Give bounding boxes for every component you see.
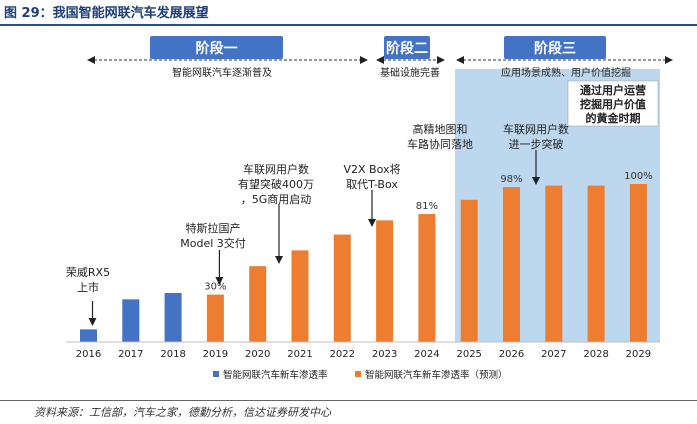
annotation-2024: 高精地图和 <box>413 122 468 136</box>
bar-forecast-2022 <box>333 234 351 342</box>
stage-desc-2: 基础设施完善 <box>380 66 440 79</box>
annotation-2026: 进一步突破 <box>509 137 564 151</box>
legend-label-1: 智能网联汽车新车渗透率 <box>223 369 328 381</box>
x-tick-2017: 2017 <box>118 349 143 360</box>
legend-label-2: 智能网联汽车新车渗透率（预测） <box>365 369 508 381</box>
stage-box-3 <box>504 36 606 59</box>
x-tick-2025: 2025 <box>456 349 481 360</box>
annotation-2016: 荣威RX5 <box>66 266 110 279</box>
stage-box-1 <box>150 36 283 59</box>
x-tick-2020: 2020 <box>245 349 270 360</box>
stage-desc-1: 智能网联汽车逐渐普及 <box>172 66 272 79</box>
bar-forecast-2029 <box>629 184 647 342</box>
bar-forecast-2020 <box>249 266 267 342</box>
bar-actual-2018 <box>164 293 182 342</box>
stage-box-2 <box>384 36 430 59</box>
stage-desc-3: 应用场景成熟、用户价值挖掘 <box>501 66 631 79</box>
figure-title: 图 29：我国智能网联汽车发展展望 <box>4 6 209 21</box>
bar-forecast-2019 <box>206 294 224 342</box>
bar-actual-2016 <box>80 329 97 342</box>
bar-actual-2017 <box>122 299 140 342</box>
x-tick-2016: 2016 <box>76 349 101 360</box>
x-tick-2021: 2021 <box>287 349 312 360</box>
data-label-2026: 98% <box>500 174 522 185</box>
legend-swatch-2 <box>355 371 361 377</box>
stage-label-3: 阶段三 <box>534 40 576 57</box>
data-label-2019: 30% <box>204 282 226 293</box>
x-tick-2026: 2026 <box>499 349 524 360</box>
annotation-2019: 特斯拉国产 <box>186 221 241 235</box>
annotation-2016: 上市 <box>77 280 99 294</box>
bar-forecast-2021 <box>291 250 309 342</box>
golden-period-line: 通过用户运营 <box>580 83 646 97</box>
annotation-2020: 有望突破400万 <box>238 177 314 191</box>
bar-forecast-2025 <box>460 199 478 342</box>
golden-period-line: 的黄金时期 <box>586 111 641 125</box>
bar-forecast-2027 <box>545 185 563 342</box>
x-tick-2024: 2024 <box>414 349 439 360</box>
annotation-2026: 车联网用户数 <box>503 122 569 136</box>
data-label-2029: 100% <box>624 171 653 182</box>
golden-period-line: 挖掘用户价值 <box>580 97 646 111</box>
annotation-2023: 取代T-Box <box>346 178 398 191</box>
title-rule <box>0 24 697 26</box>
x-tick-2018: 2018 <box>160 349 185 360</box>
bar-forecast-2024 <box>418 214 436 342</box>
x-tick-2019: 2019 <box>203 349 228 360</box>
annotation-2023: V2X Box将 <box>343 163 400 176</box>
data-label-2024: 81% <box>416 201 438 212</box>
x-tick-2028: 2028 <box>583 349 608 360</box>
stage-label-2: 阶段二 <box>386 40 428 57</box>
x-tick-2023: 2023 <box>372 349 397 360</box>
golden-period-box <box>567 80 659 127</box>
annotation-2024: 车路协同落地 <box>407 137 473 151</box>
annotation-2020: ，5G商用启动 <box>241 192 312 206</box>
annotation-2019: Model 3交付 <box>180 236 246 250</box>
bar-forecast-2028 <box>587 185 605 342</box>
source-note: 资料来源：工信部，汽车之家，德勤分析，信达证券研发中心 <box>34 406 331 419</box>
x-tick-2027: 2027 <box>541 349 566 360</box>
stage-label-1: 阶段一 <box>196 40 238 57</box>
annotation-2020: 车联网用户数 <box>243 162 309 176</box>
legend-swatch-1 <box>213 371 219 377</box>
x-tick-2029: 2029 <box>626 349 651 360</box>
x-tick-2022: 2022 <box>330 349 355 360</box>
source-rule <box>0 400 697 401</box>
bar-forecast-2023 <box>376 220 394 342</box>
bar-forecast-2026 <box>503 187 520 342</box>
